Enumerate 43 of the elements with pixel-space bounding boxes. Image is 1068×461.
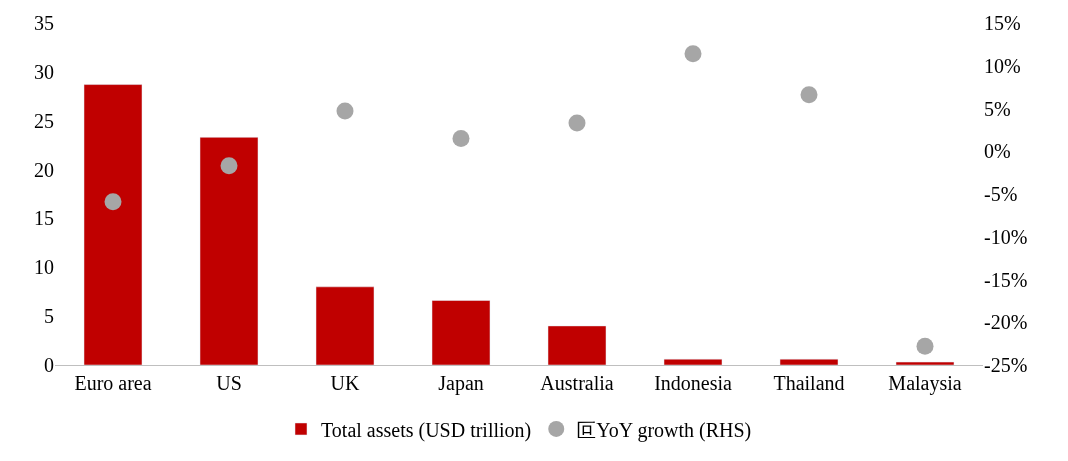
x-tick-label: Japan [438, 372, 484, 395]
x-tick-label: Euro area [74, 372, 152, 394]
y2-tick-label: -15% [984, 268, 1028, 291]
bar [663, 358, 723, 365]
y2-tick-label: 15% [984, 12, 1021, 34]
x-tick-label: Indonesia [654, 372, 732, 394]
bar [199, 137, 259, 365]
point [336, 102, 354, 120]
y2-tick-label: -25% [984, 354, 1028, 376]
x-tick-label: US [216, 372, 242, 394]
y-tick-label: 20 [34, 158, 54, 181]
y2-tick-label: 0% [984, 140, 1011, 163]
y2-tick-label: -10% [984, 225, 1028, 248]
point [916, 337, 934, 355]
y-tick-label: 10 [34, 256, 54, 279]
x-tick-label: Malaysia [888, 372, 962, 395]
x-tick-label: UK [330, 372, 360, 394]
x-tick-label: Thailand [773, 372, 845, 394]
point [800, 86, 818, 104]
bar [547, 325, 607, 365]
legend-label: Total assets (USD trillion) [321, 418, 532, 442]
bar [431, 300, 491, 365]
y-tick-label: 35 [34, 12, 54, 34]
y2-tick-label: -20% [984, 311, 1028, 334]
point [104, 193, 122, 211]
y-tick-label: 25 [34, 109, 54, 132]
y-tick-label: 15 [34, 207, 54, 230]
y2-tick-label: 5% [984, 97, 1011, 120]
y-tick-label: 30 [34, 60, 54, 83]
y2-tick-label: 10% [984, 54, 1021, 77]
bar [315, 286, 375, 365]
point [568, 114, 586, 132]
point [452, 129, 470, 147]
y-tick-label: 5 [44, 305, 54, 328]
y-tick-label: 0 [44, 354, 54, 376]
x-tick-label: Australia [540, 372, 614, 394]
y2-tick-label: -5% [984, 183, 1018, 205]
bar [83, 84, 143, 365]
bar [779, 358, 839, 365]
bar [895, 361, 955, 365]
point [684, 45, 702, 63]
legend-label: 叵YoY growth (RHS) [576, 418, 752, 442]
point [220, 157, 238, 175]
